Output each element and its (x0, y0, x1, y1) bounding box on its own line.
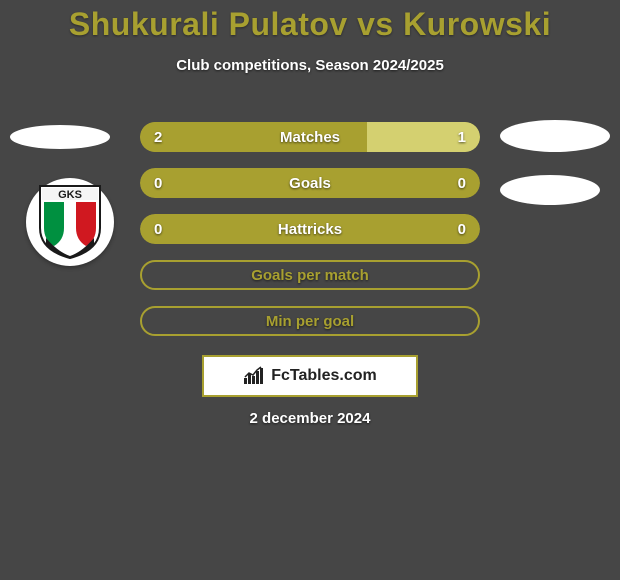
stat-value-left: 0 (154, 175, 162, 192)
player-left-ellipse-1 (10, 125, 110, 149)
stat-label: Goals (289, 175, 331, 192)
stat-value-right: 0 (458, 175, 466, 192)
stat-label: Min per goal (266, 313, 354, 330)
branding-text: FcTables.com (271, 367, 377, 385)
stat-value-left: 2 (154, 129, 162, 146)
stat-label: Matches (280, 129, 340, 146)
badge-bottom-text: TYCHY (60, 246, 80, 252)
date-text: 2 december 2024 (0, 410, 620, 427)
stats-container: 2 Matches 1 0 Goals 0 0 Hattricks 0 Goal… (140, 122, 480, 352)
page-title: Shukurali Pulatov vs Kurowski (0, 0, 620, 43)
stat-row-hattricks: 0 Hattricks 0 (140, 214, 480, 244)
bar-chart-icon (243, 366, 265, 386)
branding-box: FcTables.com (202, 355, 418, 397)
stat-value-right: 1 (458, 129, 466, 146)
badge-top-text: GKS (58, 189, 82, 201)
player-right-ellipse-2 (500, 175, 600, 205)
stat-row-goals: 0 Goals 0 (140, 168, 480, 198)
stat-value-right: 0 (458, 221, 466, 238)
page-subtitle: Club competitions, Season 2024/2025 (0, 57, 620, 74)
stat-row-matches: 2 Matches 1 (140, 122, 480, 152)
club-badge-left: GKS TYCHY (26, 178, 114, 266)
stat-label: Goals per match (251, 267, 369, 284)
shield-icon: GKS TYCHY (38, 184, 102, 260)
stat-row-min-per-goal: Min per goal (140, 306, 480, 336)
player-right-ellipse-1 (500, 120, 610, 152)
stat-value-left: 0 (154, 221, 162, 238)
stat-row-goals-per-match: Goals per match (140, 260, 480, 290)
stat-label: Hattricks (278, 221, 342, 238)
